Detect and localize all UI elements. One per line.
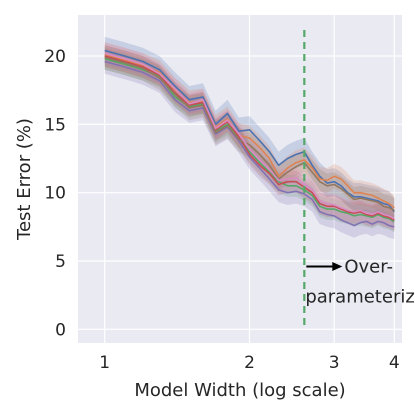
series-5-line xyxy=(104,60,395,228)
y-tick-label: 10 xyxy=(44,184,66,204)
series-2-band xyxy=(104,42,395,220)
overparam-annotation: Over- parameterized xyxy=(305,256,415,307)
series-7-line xyxy=(104,52,395,220)
y-axis-label: Test Error (%) xyxy=(14,118,35,241)
series-1-line xyxy=(104,49,395,213)
annotation-line-2: parameterized xyxy=(305,287,415,308)
y-tick-label: 5 xyxy=(55,252,66,272)
series-lines xyxy=(104,49,395,228)
series-2-line xyxy=(104,53,395,209)
x-tick-label: 3 xyxy=(329,353,340,373)
x-tick-label: 4 xyxy=(389,353,400,373)
series-3-line xyxy=(104,57,395,223)
annotation-arrow-head xyxy=(332,261,343,271)
y-tick-label: 20 xyxy=(44,47,66,67)
y-tick-label: 15 xyxy=(44,115,66,135)
annotation-line-1: Over- xyxy=(344,256,393,277)
x-tick-label: 2 xyxy=(244,353,255,373)
x-axis-label: Model Width (log scale) xyxy=(134,380,345,401)
x-tick-labels: 1 2 3 4 xyxy=(99,353,399,373)
grid xyxy=(78,15,402,343)
series-4-line xyxy=(104,55,395,221)
y-tick-labels: 0 5 10 15 20 xyxy=(44,47,66,340)
y-tick-label: 0 xyxy=(55,320,66,340)
series-6-line xyxy=(104,56,395,212)
x-tick-label: 1 xyxy=(99,353,110,373)
